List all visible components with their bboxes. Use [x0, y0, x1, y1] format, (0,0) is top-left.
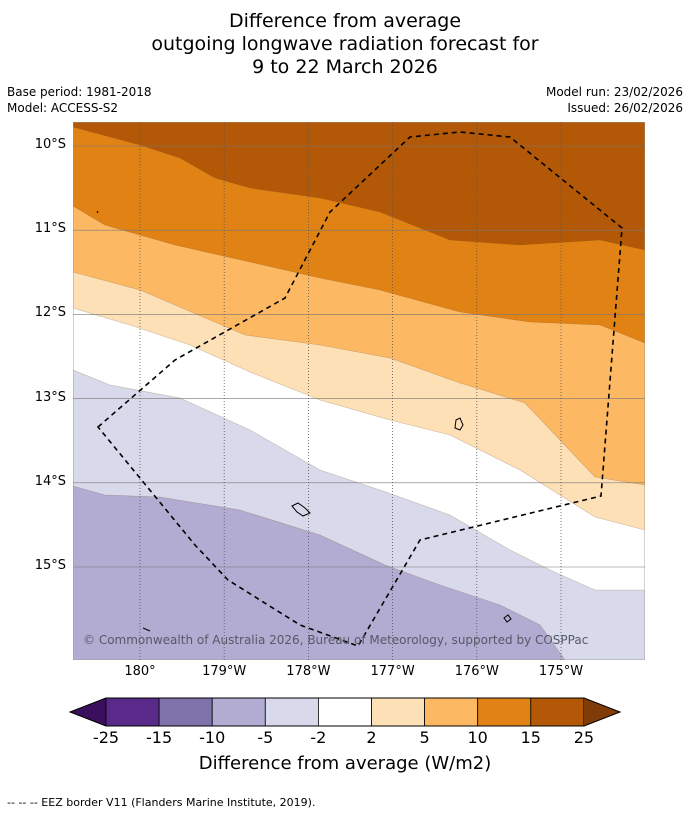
- colorbar-cell: [158, 697, 213, 727]
- lat-tick-label: 14°S: [34, 473, 66, 489]
- base-period: Base period: 1981-2018: [7, 85, 152, 99]
- lat-tick-label: 10°S: [34, 137, 66, 152]
- colorbar-arrow-low: [70, 698, 106, 726]
- colorbar-cell: [264, 697, 319, 727]
- colorbar-cell: [105, 697, 160, 727]
- colorbar-cell: [317, 697, 372, 727]
- model-name: Model: ACCESS-S2: [7, 101, 119, 115]
- title-line-2: outgoing longwave radiation forecast for: [151, 33, 539, 55]
- island-outline: [291, 502, 311, 517]
- colorbar-cell: [477, 697, 532, 727]
- colorbar-tick-label: 15: [520, 728, 541, 747]
- colorbar: [68, 697, 622, 727]
- band-pos-15: [73, 122, 645, 251]
- colorbar-cell: [371, 697, 425, 727]
- lon-tick-label: 179°W: [202, 664, 247, 679]
- island-outline: [503, 614, 512, 623]
- colorbar-title: Difference from average (W/m2): [198, 753, 492, 774]
- colorbar-tick-label: 2: [366, 728, 377, 747]
- colorbar-tick-label: -2: [310, 728, 327, 747]
- colorbar-tick-label: -25: [92, 728, 120, 747]
- colorbar-tick-label: -10: [199, 728, 226, 747]
- colorbar-tick-label: -15: [146, 728, 173, 747]
- island-outline: [96, 210, 99, 214]
- colorbar-cell: [211, 697, 266, 727]
- lat-tick-label: 12°S: [34, 305, 66, 321]
- issued-date: Issued: 26/02/2026: [567, 101, 683, 115]
- anomaly-field: [73, 122, 645, 660]
- island-outline: [454, 417, 464, 431]
- lon-tick-label: 175°W: [538, 664, 584, 679]
- colorbar-cell: [424, 697, 479, 727]
- graticule: [73, 122, 645, 660]
- model-run: Model run: 23/02/2026: [545, 85, 683, 99]
- island-outline: [142, 627, 151, 632]
- lon-tick-label: 178°W: [286, 664, 331, 679]
- colorbar-tick-label: 10: [467, 728, 488, 747]
- lat-tick-label: 13°S: [34, 389, 66, 405]
- eez-border: [96, 131, 623, 647]
- copyright-text: © Commonwealth of Australia 2026, Bureau…: [83, 633, 589, 647]
- colorbar-cell: [530, 697, 585, 727]
- title-line-3: 9 to 22 March 2026: [252, 56, 438, 78]
- colorbar-tick-label: 5: [419, 728, 430, 747]
- lon-tick-label: 176°W: [454, 664, 499, 679]
- colorbar-outline: [68, 697, 622, 727]
- colorbar-arrow-high: [584, 698, 620, 726]
- lon-tick-label: 180°: [124, 664, 156, 679]
- colorbar-tick-label: 25: [573, 728, 595, 747]
- lat-tick-label: 15°S: [34, 558, 66, 573]
- footnote: -- -- -- EEZ border V11 (Flanders Marine…: [7, 796, 316, 809]
- title-line-1: Difference from average: [228, 10, 462, 32]
- colorbar-tick-label: -5: [257, 728, 274, 747]
- lat-tick-label: 11°S: [34, 221, 66, 237]
- lon-tick-label: 177°W: [370, 664, 415, 679]
